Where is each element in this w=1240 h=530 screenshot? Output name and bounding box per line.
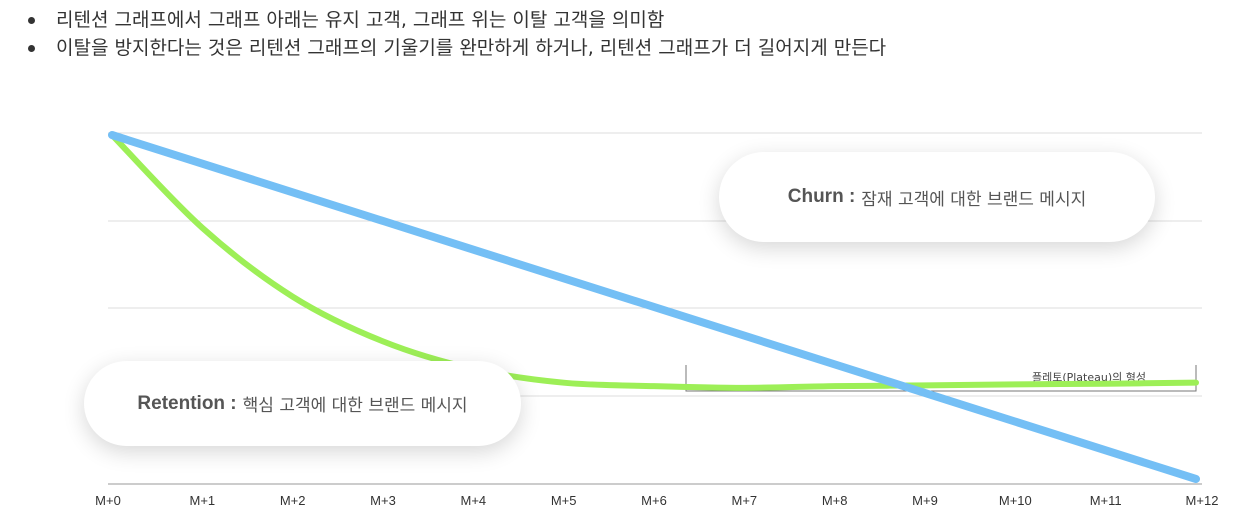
x-tick-label: M+3 [370, 493, 396, 508]
x-tick-label: M+8 [822, 493, 848, 508]
x-tick-label: M+4 [461, 493, 487, 508]
x-tick-label: M+6 [641, 493, 667, 508]
bullet-text: 이탈을 방지한다는 것은 리텐션 그래프의 기울기를 완만하게 하거나, 리텐션… [56, 37, 887, 59]
churn-callout: Churn : 잠재 고객에 대한 브랜드 메시지 [719, 152, 1155, 242]
bullet-text: 리텐션 그래프에서 그래프 아래는 유지 고객, 그래프 위는 이탈 고객을 의… [56, 9, 665, 31]
plateau-bracket-line [685, 365, 1197, 392]
bullet-dot [28, 17, 35, 24]
churn-callout-title: Churn : [787, 186, 856, 207]
series-line-green [109, 132, 1199, 391]
x-tick-label: M+12 [1186, 493, 1219, 508]
x-tick-label: M+7 [732, 493, 758, 508]
series-line-blue [108, 131, 1200, 483]
bullet-item: 이탈을 방지한다는 것은 리텐션 그래프의 기울기를 완만하게 하거나, 리텐션… [26, 34, 886, 62]
x-tick-label: M+1 [190, 493, 216, 508]
bullet-dot [28, 45, 35, 52]
bullet-list: 리텐션 그래프에서 그래프 아래는 유지 고객, 그래프 위는 이탈 고객을 의… [26, 6, 886, 62]
x-tick-label: M+0 [95, 493, 121, 508]
churn-callout-text: 잠재 고객에 대한 브랜드 메시지 [861, 189, 1087, 210]
series-layer [108, 131, 1200, 483]
bullet-item: 리텐션 그래프에서 그래프 아래는 유지 고객, 그래프 위는 이탈 고객을 의… [26, 6, 886, 34]
x-tick-label: M+9 [912, 493, 938, 508]
x-tick-labels: M+0 M+1 M+2 M+3 M+4 M+5 M+6 M+7 M+8 M+9 M+10 M+11 M+… [95, 493, 1218, 508]
x-tick-label: M+5 [551, 493, 577, 508]
x-tick-label: M+2 [280, 493, 306, 508]
retention-callout: Retention : 핵심 고객에 대한 브랜드 메시지 [84, 361, 521, 446]
x-tick-label: M+11 [1090, 493, 1122, 508]
retention-callout-text: 핵심 고객에 대한 브랜드 메시지 [242, 396, 468, 416]
retention-callout-title: Retention : [137, 392, 237, 414]
x-tick-label: M+10 [999, 493, 1032, 508]
